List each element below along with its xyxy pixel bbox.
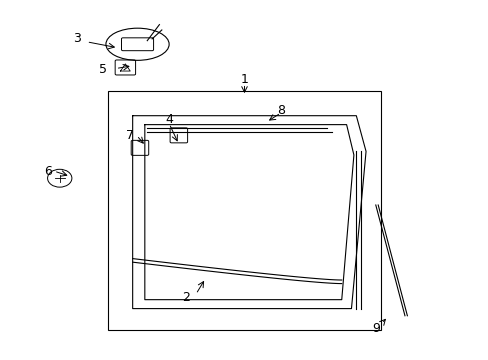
Text: 6: 6 (43, 165, 51, 177)
Text: 5: 5 (99, 63, 107, 76)
Text: 4: 4 (165, 113, 173, 126)
Text: 7: 7 (126, 129, 134, 142)
Text: 3: 3 (73, 32, 81, 45)
Text: 8: 8 (276, 104, 285, 117)
Text: 2: 2 (182, 291, 190, 305)
Text: 1: 1 (240, 73, 248, 86)
Bar (108, 91, 380, 330)
Text: 9: 9 (371, 322, 379, 335)
